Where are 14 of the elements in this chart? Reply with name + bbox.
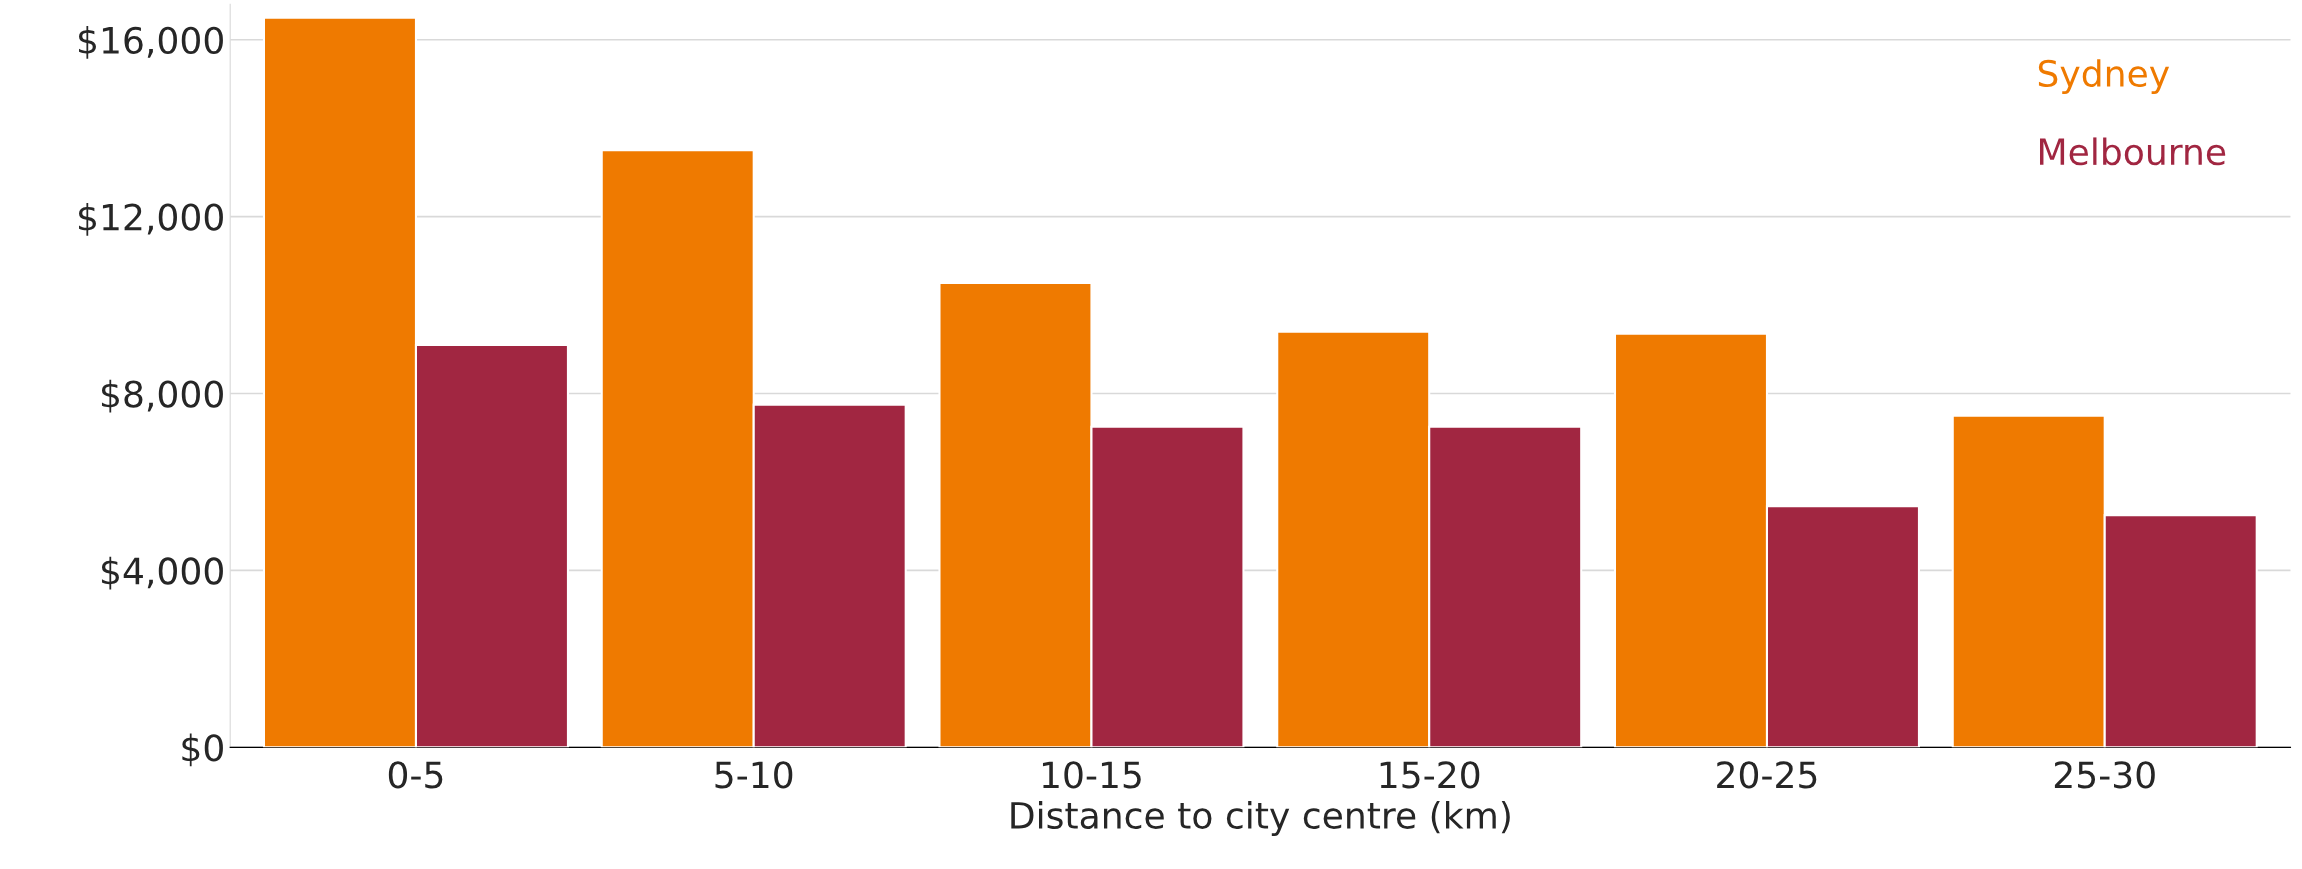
y-tick-label: $12,000 (79, 202, 223, 236)
y-tick-label: $0 (182, 733, 223, 767)
x-axis-title: Distance to city centre (km) (1011, 801, 1510, 836)
x-tick-label: 15-20 (1380, 761, 1480, 789)
y-tick-label: $4,000 (101, 556, 223, 590)
x-tick-label: 10-15 (1042, 761, 1141, 789)
text: Melbourne (2040, 137, 2226, 166)
x-tick-label: 5-10 (715, 761, 793, 789)
y-tick-label: $8,000 (101, 379, 223, 413)
x-tick-label: 25-30 (2054, 761, 2155, 789)
y-tick-label: $16,000 (79, 26, 223, 59)
x-tick-label: 0-5 (388, 761, 443, 789)
x-tick-label: 20-25 (1717, 761, 1817, 789)
text: Sydney (2038, 59, 2170, 95)
